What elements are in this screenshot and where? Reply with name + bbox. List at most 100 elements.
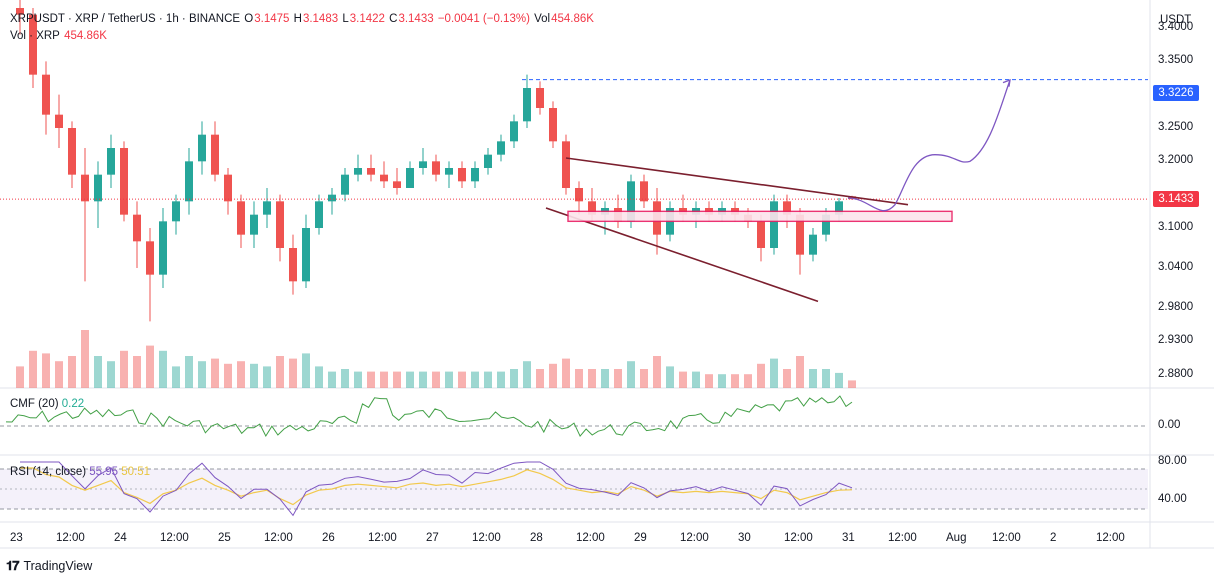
candle-body <box>809 234 817 255</box>
volume-title: Vol · XRP <box>10 30 60 42</box>
candle-body <box>393 181 401 188</box>
wedge-lower-line <box>545 207 819 303</box>
candle-body <box>159 221 167 275</box>
high-label: H <box>293 13 302 25</box>
volume-bar <box>198 361 206 388</box>
close-label: C <box>389 13 398 25</box>
volume-bar <box>835 372 843 388</box>
volume-bar <box>484 371 492 388</box>
volume-bar <box>796 356 804 388</box>
cmf-title: CMF (20) <box>10 398 59 410</box>
vol-value: 454.86K <box>551 13 594 25</box>
candle-body <box>835 201 843 215</box>
volume-bar <box>601 369 609 388</box>
volume-bar <box>445 371 453 388</box>
time-tick: 12:00 <box>56 532 85 544</box>
wedge-upper-line <box>565 157 909 206</box>
candle-body <box>302 228 310 282</box>
close-value: 3.1433 <box>398 13 434 25</box>
candle-body <box>757 221 765 248</box>
candle-body <box>549 108 557 142</box>
rsi-sma-value: 50.51 <box>121 466 151 478</box>
volume-legend[interactable]: Vol · XRP 454.86K <box>10 30 108 42</box>
time-tick: 12:00 <box>784 532 813 544</box>
volume-bar <box>380 371 388 388</box>
time-tick: 12:00 <box>992 532 1021 544</box>
volume-bar <box>757 363 765 388</box>
tradingview-brand[interactable]: 𝟏𝟕 TradingView <box>6 558 92 574</box>
candle-body <box>237 201 245 235</box>
target-price-tag: 3.3226 <box>1153 85 1199 101</box>
candle-body <box>822 214 830 235</box>
volume-bar <box>822 369 830 388</box>
volume-bar <box>783 369 791 388</box>
price-tick: 3.2500 <box>1158 121 1194 133</box>
rsi-value: 55.95 <box>89 466 119 478</box>
time-tick: 26 <box>322 532 335 544</box>
brand-name: TradingView <box>23 559 93 573</box>
change-value: −0.0041 (−0.13%) <box>437 13 530 25</box>
volume-bar <box>770 358 778 388</box>
candle-body <box>497 141 505 155</box>
volume-bar <box>809 369 817 388</box>
candle-body <box>419 161 427 168</box>
volume-bar <box>159 350 167 388</box>
candle-body <box>94 174 102 202</box>
volume-bar <box>302 353 310 388</box>
volume-bar <box>42 353 50 388</box>
volume-bar <box>354 371 362 388</box>
volume-legend-value: 454.86K <box>64 30 107 42</box>
candle-body <box>224 174 232 202</box>
volume-bar <box>471 371 479 388</box>
volume-bar <box>120 350 128 388</box>
price-tick: 3.4000 <box>1158 21 1194 33</box>
time-tick: Aug <box>946 532 967 544</box>
candle-body <box>81 174 89 202</box>
rsi-sma-line <box>20 467 853 506</box>
candle-body <box>263 201 271 215</box>
volume-bar <box>367 371 375 388</box>
candle-body <box>536 88 544 108</box>
volume-bar <box>575 369 583 388</box>
candle-body <box>133 214 141 242</box>
candle-body <box>523 88 531 122</box>
cmf-legend[interactable]: CMF (20) 0.22 <box>10 398 84 410</box>
volume-bar <box>510 369 518 388</box>
volume-bar <box>653 356 661 388</box>
rsi-tick-80: 80.00 <box>1158 455 1187 467</box>
volume-bar <box>627 361 635 388</box>
rsi-legend[interactable]: RSI (14, close) 55.95 50.51 <box>10 466 150 478</box>
symbol-legend[interactable]: XRPUSDT · XRP / TetherUS · 1h · BINANCE … <box>10 13 595 25</box>
candle-body <box>380 174 388 182</box>
projection-arrow-head <box>1002 78 1011 87</box>
candle-body <box>445 168 453 175</box>
candle-body <box>16 8 24 15</box>
volume-bars <box>16 330 856 388</box>
price-tick: 2.9300 <box>1158 334 1194 347</box>
chart-overlays <box>0 78 1148 303</box>
volume-bar <box>536 369 544 388</box>
time-tick: 12:00 <box>264 532 293 544</box>
candle-body <box>185 161 193 202</box>
time-tick: 29 <box>634 532 647 544</box>
rsi-tick-40: 40.00 <box>1158 493 1187 505</box>
volume-bar <box>55 361 63 388</box>
candle-body <box>211 134 219 175</box>
candle-body <box>29 14 37 75</box>
candle-body <box>120 148 128 215</box>
volume-bar <box>81 330 89 388</box>
vol-label: Vol <box>534 13 551 25</box>
volume-bar <box>705 374 713 388</box>
candle-body <box>627 181 635 222</box>
low-label: L <box>342 13 349 25</box>
candle-body <box>770 201 778 248</box>
symbol-title[interactable]: XRPUSDT · XRP / TetherUS · 1h · BINANCE <box>10 13 241 25</box>
cmf-line <box>5 395 853 438</box>
open-label: O <box>244 13 254 25</box>
candle-body <box>588 201 596 215</box>
volume-bar <box>211 358 219 388</box>
time-tick: 24 <box>114 532 127 544</box>
volume-bar <box>744 374 752 388</box>
volume-bar <box>523 361 531 388</box>
